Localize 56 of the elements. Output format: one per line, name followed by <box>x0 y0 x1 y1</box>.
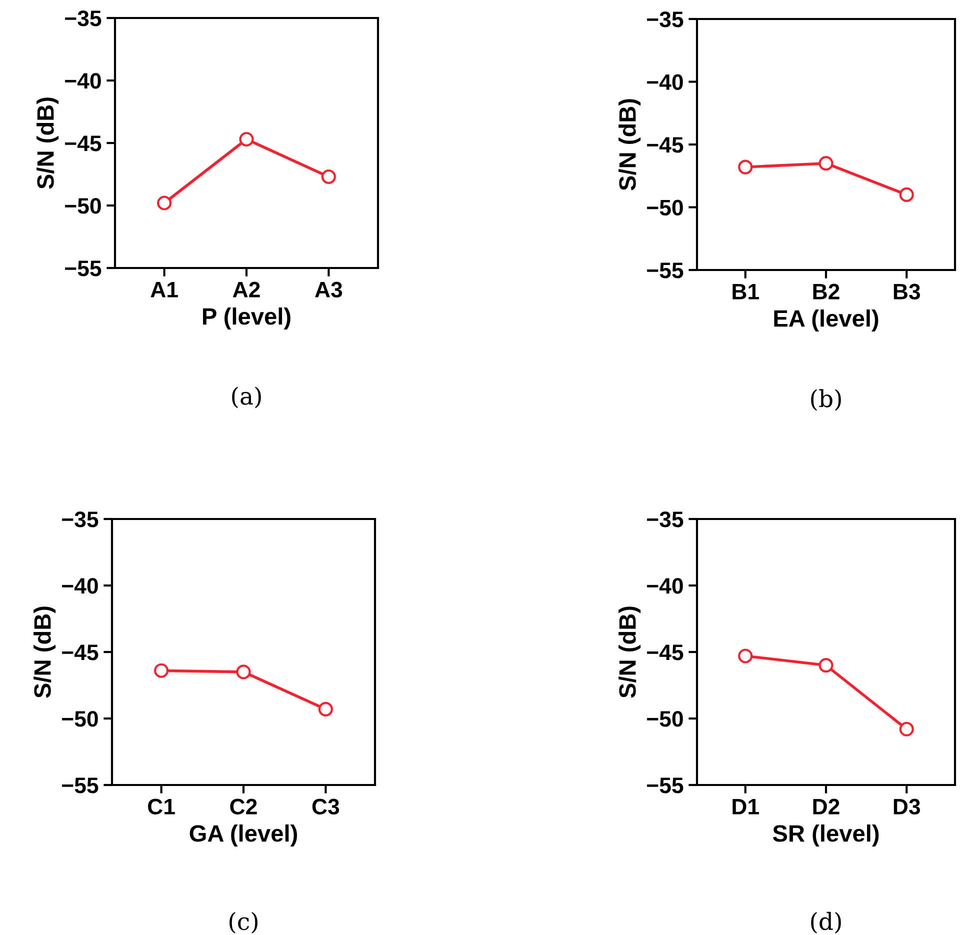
point <box>318 702 333 716</box>
x-tick-label: B1 <box>732 284 759 300</box>
x-axis-title: SR (level) <box>772 824 879 846</box>
y-tick-label: −45 <box>65 136 102 152</box>
y-tick-label: −35 <box>62 512 98 528</box>
point <box>738 160 753 174</box>
y-tick-label: −35 <box>65 10 102 26</box>
y-tick-label: −50 <box>62 711 98 727</box>
y-axis-title: S/N (dB) <box>618 606 641 698</box>
text: (d) <box>811 912 841 934</box>
y-tick-label: −35 <box>647 12 684 28</box>
y-tick-label: −45 <box>647 137 684 153</box>
point <box>154 663 169 678</box>
y-tick-label: −55 <box>647 778 684 794</box>
point <box>236 664 251 680</box>
y-tick-label: −50 <box>65 198 101 214</box>
x-tick-label: B3 <box>894 284 920 300</box>
x-tick-label: A2 <box>232 282 260 298</box>
y-tick-label: −40 <box>62 578 98 594</box>
text: (a) <box>232 386 261 408</box>
x-axis-title: EA (level) <box>774 309 878 332</box>
x-tick-label: C2 <box>230 798 257 815</box>
point <box>899 187 914 202</box>
x-tick-label: D1 <box>732 799 759 814</box>
point <box>818 658 834 673</box>
y-tick-label: −45 <box>647 644 684 660</box>
y-tick-label: −55 <box>647 262 684 278</box>
x-tick-label: B2 <box>813 284 840 300</box>
x-axis-title: P (level) <box>203 307 290 330</box>
x-axis-title: GA (level) <box>190 824 297 846</box>
y-axis-title: S/N (dB) <box>34 606 56 698</box>
point <box>321 169 336 184</box>
point <box>157 196 172 210</box>
x-tick-label: C3 <box>312 798 340 815</box>
x-tick-label: D3 <box>894 798 920 815</box>
text: (b) <box>811 389 841 411</box>
point <box>738 648 753 664</box>
x-tick-label: D2 <box>813 798 840 814</box>
point <box>899 722 914 736</box>
text: (c) <box>230 912 258 934</box>
y-axis-title: S/N (dB) <box>618 99 641 190</box>
x-tick-label: A1 <box>150 282 178 298</box>
y-tick-label: −55 <box>65 260 102 276</box>
y-axis-title: S/N (dB) <box>36 98 59 189</box>
x-tick-label: A3 <box>315 282 342 298</box>
y-tick-label: −50 <box>647 200 683 216</box>
y-tick-label: −55 <box>62 778 98 794</box>
y-tick-label: −35 <box>647 512 684 528</box>
y-tick-label: −50 <box>647 711 683 727</box>
y-tick-label: −45 <box>62 644 98 660</box>
point <box>239 132 254 147</box>
y-tick-label: −40 <box>65 73 101 89</box>
y-tick-label: −40 <box>647 74 683 90</box>
y-tick-label: −40 <box>647 578 683 594</box>
x-tick-label: C1 <box>148 798 175 815</box>
point <box>818 156 834 171</box>
